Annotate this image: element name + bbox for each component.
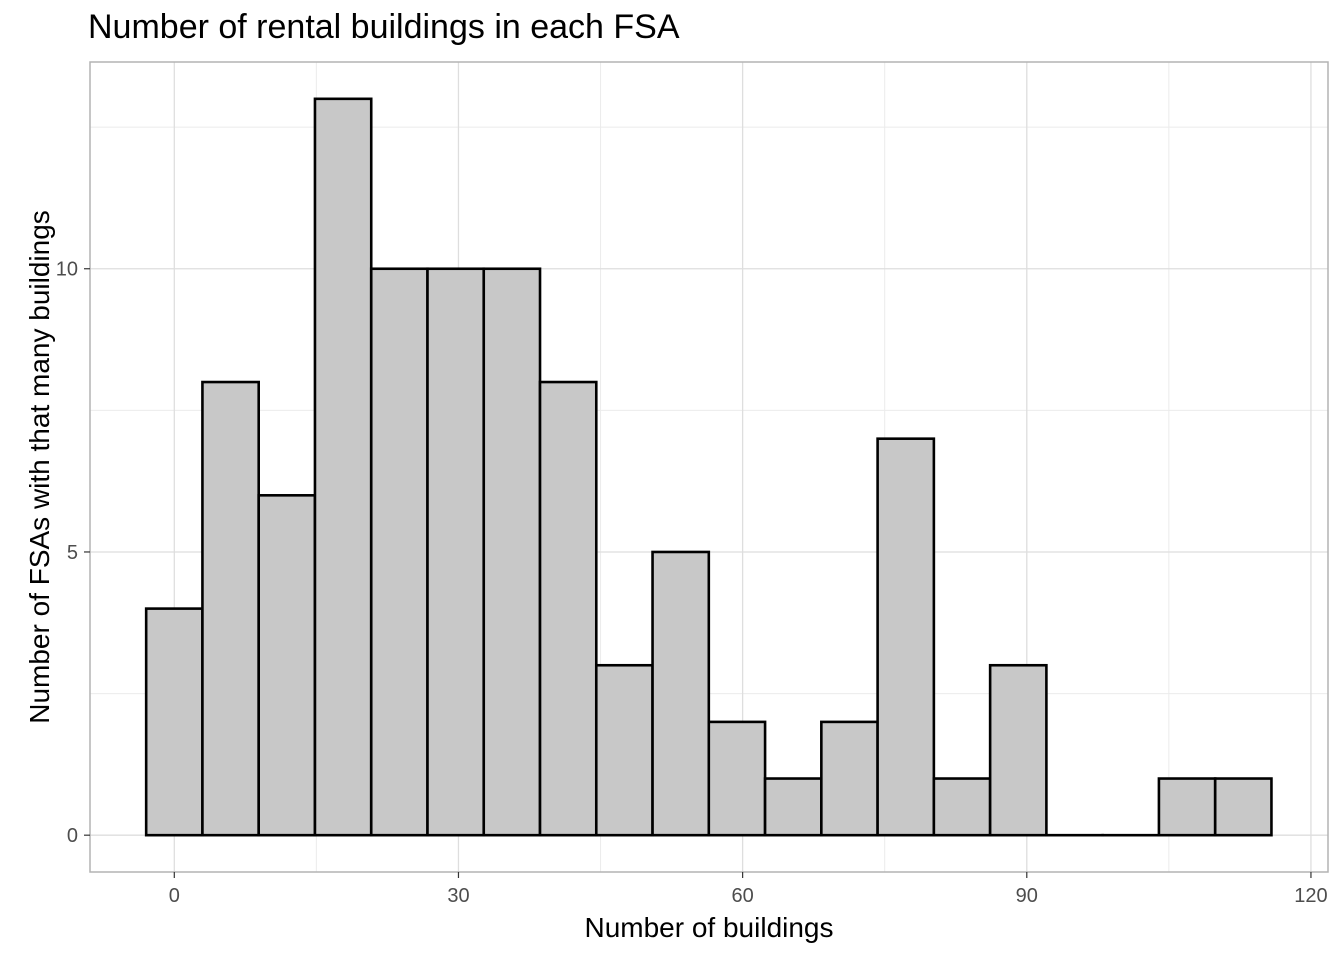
y-axis-label: Number of FSAs with that many buildings [24,210,55,724]
histogram-bar [482,267,542,837]
y-tick-label: 10 [56,259,78,281]
histogram-bar [201,380,260,837]
histogram-bar [876,437,936,837]
histogram-bar [144,607,204,837]
histogram-bar [651,550,711,837]
histogram-bar [538,380,598,837]
histogram-bar [594,663,654,837]
histogram-bar [426,267,486,837]
x-tick-label: 0 [169,885,180,907]
histogram-bar [1213,777,1273,837]
x-tick-label: 60 [732,885,754,907]
histogram-bar [369,267,429,837]
histogram-bar [707,720,767,837]
x-tick-label: 120 [1294,885,1327,907]
axis-ticks: 0 30 60 90 120 0 5 10 [56,259,1328,907]
x-tick-label: 30 [447,885,469,907]
y-tick-label: 0 [67,825,78,847]
x-tick-label: 90 [1016,885,1038,907]
histogram-bar [932,777,992,837]
histogram-bar [988,663,1048,837]
histogram-bar [820,720,879,837]
histogram-bar [763,777,823,837]
chart-title: Number of rental buildings in each FSA [88,8,680,46]
histogram-bar [257,494,317,837]
histogram-bar [313,97,373,837]
x-axis-label: Number of buildings [584,912,834,943]
y-tick-label: 5 [67,542,78,564]
histogram-bars [144,97,1273,837]
histogram-bar [1157,777,1217,837]
plot-panel-border [89,61,1329,873]
